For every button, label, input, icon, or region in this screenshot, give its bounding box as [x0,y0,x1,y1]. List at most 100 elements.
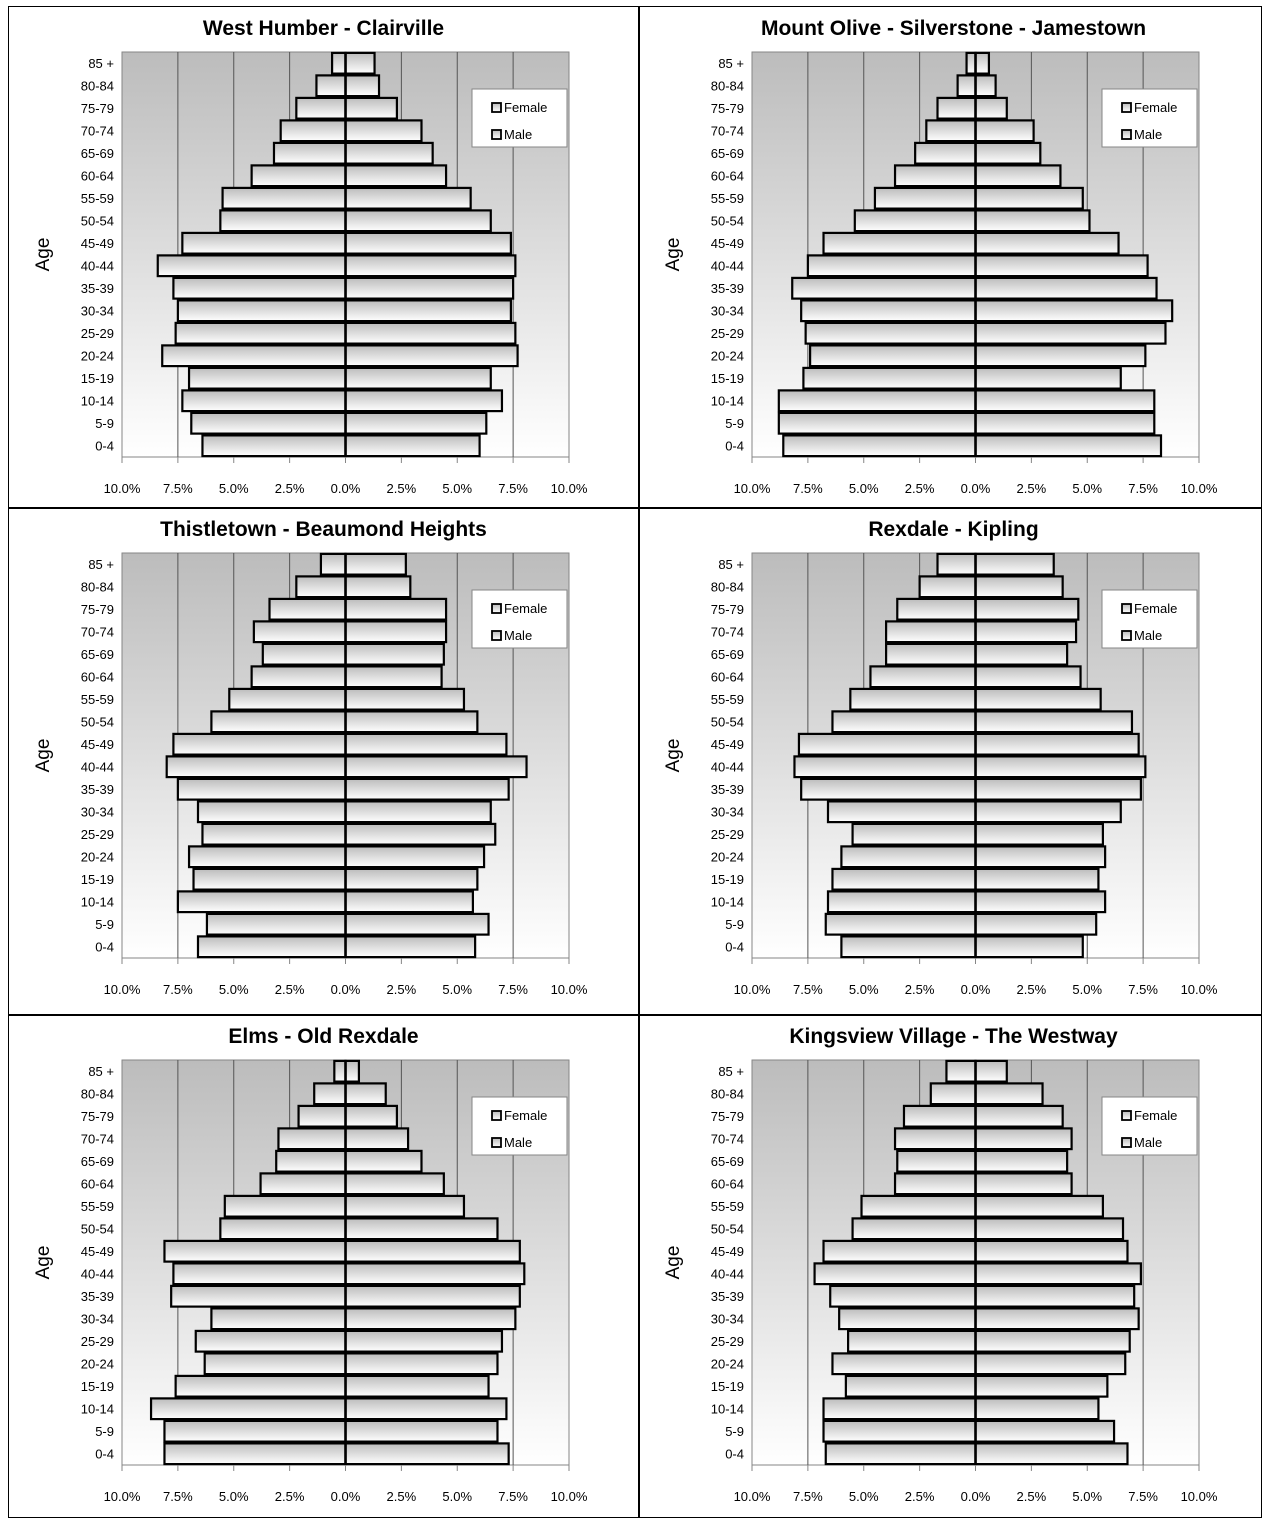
x-tick-label: 2.5% [905,1489,935,1504]
male-bar [831,867,977,891]
age-tick-label: 50-54 [711,1221,744,1236]
x-tick-label: 2.5% [275,1489,305,1504]
male-bar [172,732,347,756]
female-bar [974,1374,1109,1398]
female-bar [344,74,381,98]
y-axis-label: Age [663,238,684,272]
female-bar [974,1397,1100,1421]
female-bar [344,186,472,210]
female-bar [344,1104,399,1128]
age-tick-label: 85 + [718,1064,744,1079]
age-tick-label: 65-69 [81,1154,114,1169]
female-bar [344,164,448,188]
age-tick-label: 15-19 [711,872,744,887]
legend-swatch [1121,630,1132,641]
age-tick-label: 40-44 [81,258,114,273]
male-bar [831,710,977,734]
age-tick-label: 35-39 [711,1289,744,1304]
male-bar [194,1329,347,1353]
male-bar [219,1217,347,1241]
legend-label: Female [1134,100,1177,115]
age-tick-label: 50-54 [711,213,744,228]
x-tick-label: 5.0% [442,982,472,997]
x-tick-label: 2.5% [1017,1489,1047,1504]
female-bar [974,642,1069,666]
age-tick-label: 50-54 [81,1221,114,1236]
age-tick-label: 60-64 [81,168,114,183]
age-tick-label: 10-14 [81,894,114,909]
legend-swatch [491,603,502,614]
age-tick-label: 40-44 [711,1266,744,1281]
age-tick-label: 85 + [718,557,744,572]
age-tick-label: 35-39 [711,782,744,797]
female-bar [344,96,399,120]
legend-label: Male [1134,628,1162,643]
legend-swatch [1121,603,1132,614]
age-tick-label: 10-14 [81,393,114,408]
male-bar [777,389,977,413]
population-pyramid-chart: Thistletown - Beaumond Heights 0-4 5-9 10-1… [33,518,588,997]
male-bar [840,935,977,959]
male-bar [187,366,347,390]
age-tick-label: 40-44 [81,1266,114,1281]
female-bar [344,665,443,689]
female-bar [974,1172,1073,1196]
female-bar [974,665,1082,689]
x-tick-label: 5.0% [442,481,472,496]
female-bar [344,411,488,435]
female-bar [974,732,1140,756]
population-pyramid-chart: West Humber - Clairville 0-4 5-9 10-14 15-19… [33,17,588,496]
age-tick-label: 0-4 [725,438,744,453]
age-tick-label: 55-59 [81,191,114,206]
male-bar [804,321,977,345]
female-bar [974,366,1122,390]
male-bar [176,777,347,801]
age-tick-label: 55-59 [711,692,744,707]
age-tick-label: 30-34 [81,303,114,318]
male-bar [277,1127,347,1151]
male-bar [925,119,977,143]
male-bar [853,209,977,233]
male-bar [223,1194,347,1218]
age-tick-label: 70-74 [81,123,114,138]
x-tick-label: 10.0% [734,481,771,496]
female-bar [974,1352,1127,1376]
age-tick-label: 75-79 [711,101,744,116]
chart-grid: West Humber - Clairville 0-4 5-9 10-14 15-19… [8,6,1262,1518]
male-bar [791,276,977,300]
male-bar [800,299,977,323]
female-bar [344,1374,490,1398]
male-bar [313,1082,347,1106]
female-bar [974,141,1042,165]
population-pyramid-chart: Mount Olive - Silverstone - Jamestown 0-4… [663,17,1218,496]
x-tick-label: 5.0% [219,481,249,496]
x-tick-label: 7.5% [498,481,528,496]
female-bar [344,1127,410,1151]
male-bar [851,822,977,846]
male-bar [851,1217,977,1241]
panel-divider-horizontal [9,507,1261,509]
x-tick-label: 7.5% [1128,481,1158,496]
female-bar [974,1194,1104,1218]
age-tick-label: 65-69 [81,146,114,161]
male-bar [826,800,977,824]
x-tick-label: 7.5% [793,982,823,997]
age-tick-label: 45-49 [711,236,744,251]
age-tick-label: 10-14 [711,894,744,909]
female-bar [974,276,1158,300]
female-bar [344,1172,445,1196]
female-bar [344,1329,504,1353]
male-bar [268,597,347,621]
legend-label: Female [504,1108,547,1123]
x-tick-label: 2.5% [387,1489,417,1504]
female-bar [344,1307,517,1331]
female-bar [974,389,1156,413]
age-tick-label: 45-49 [711,1244,744,1259]
age-tick-label: 5-9 [725,1424,744,1439]
female-bar [974,1442,1129,1466]
y-axis-label: Age [663,1246,684,1280]
male-bar [956,74,977,98]
age-tick-label: 30-34 [81,804,114,819]
male-bar [315,74,347,98]
age-tick-label: 25-29 [711,827,744,842]
